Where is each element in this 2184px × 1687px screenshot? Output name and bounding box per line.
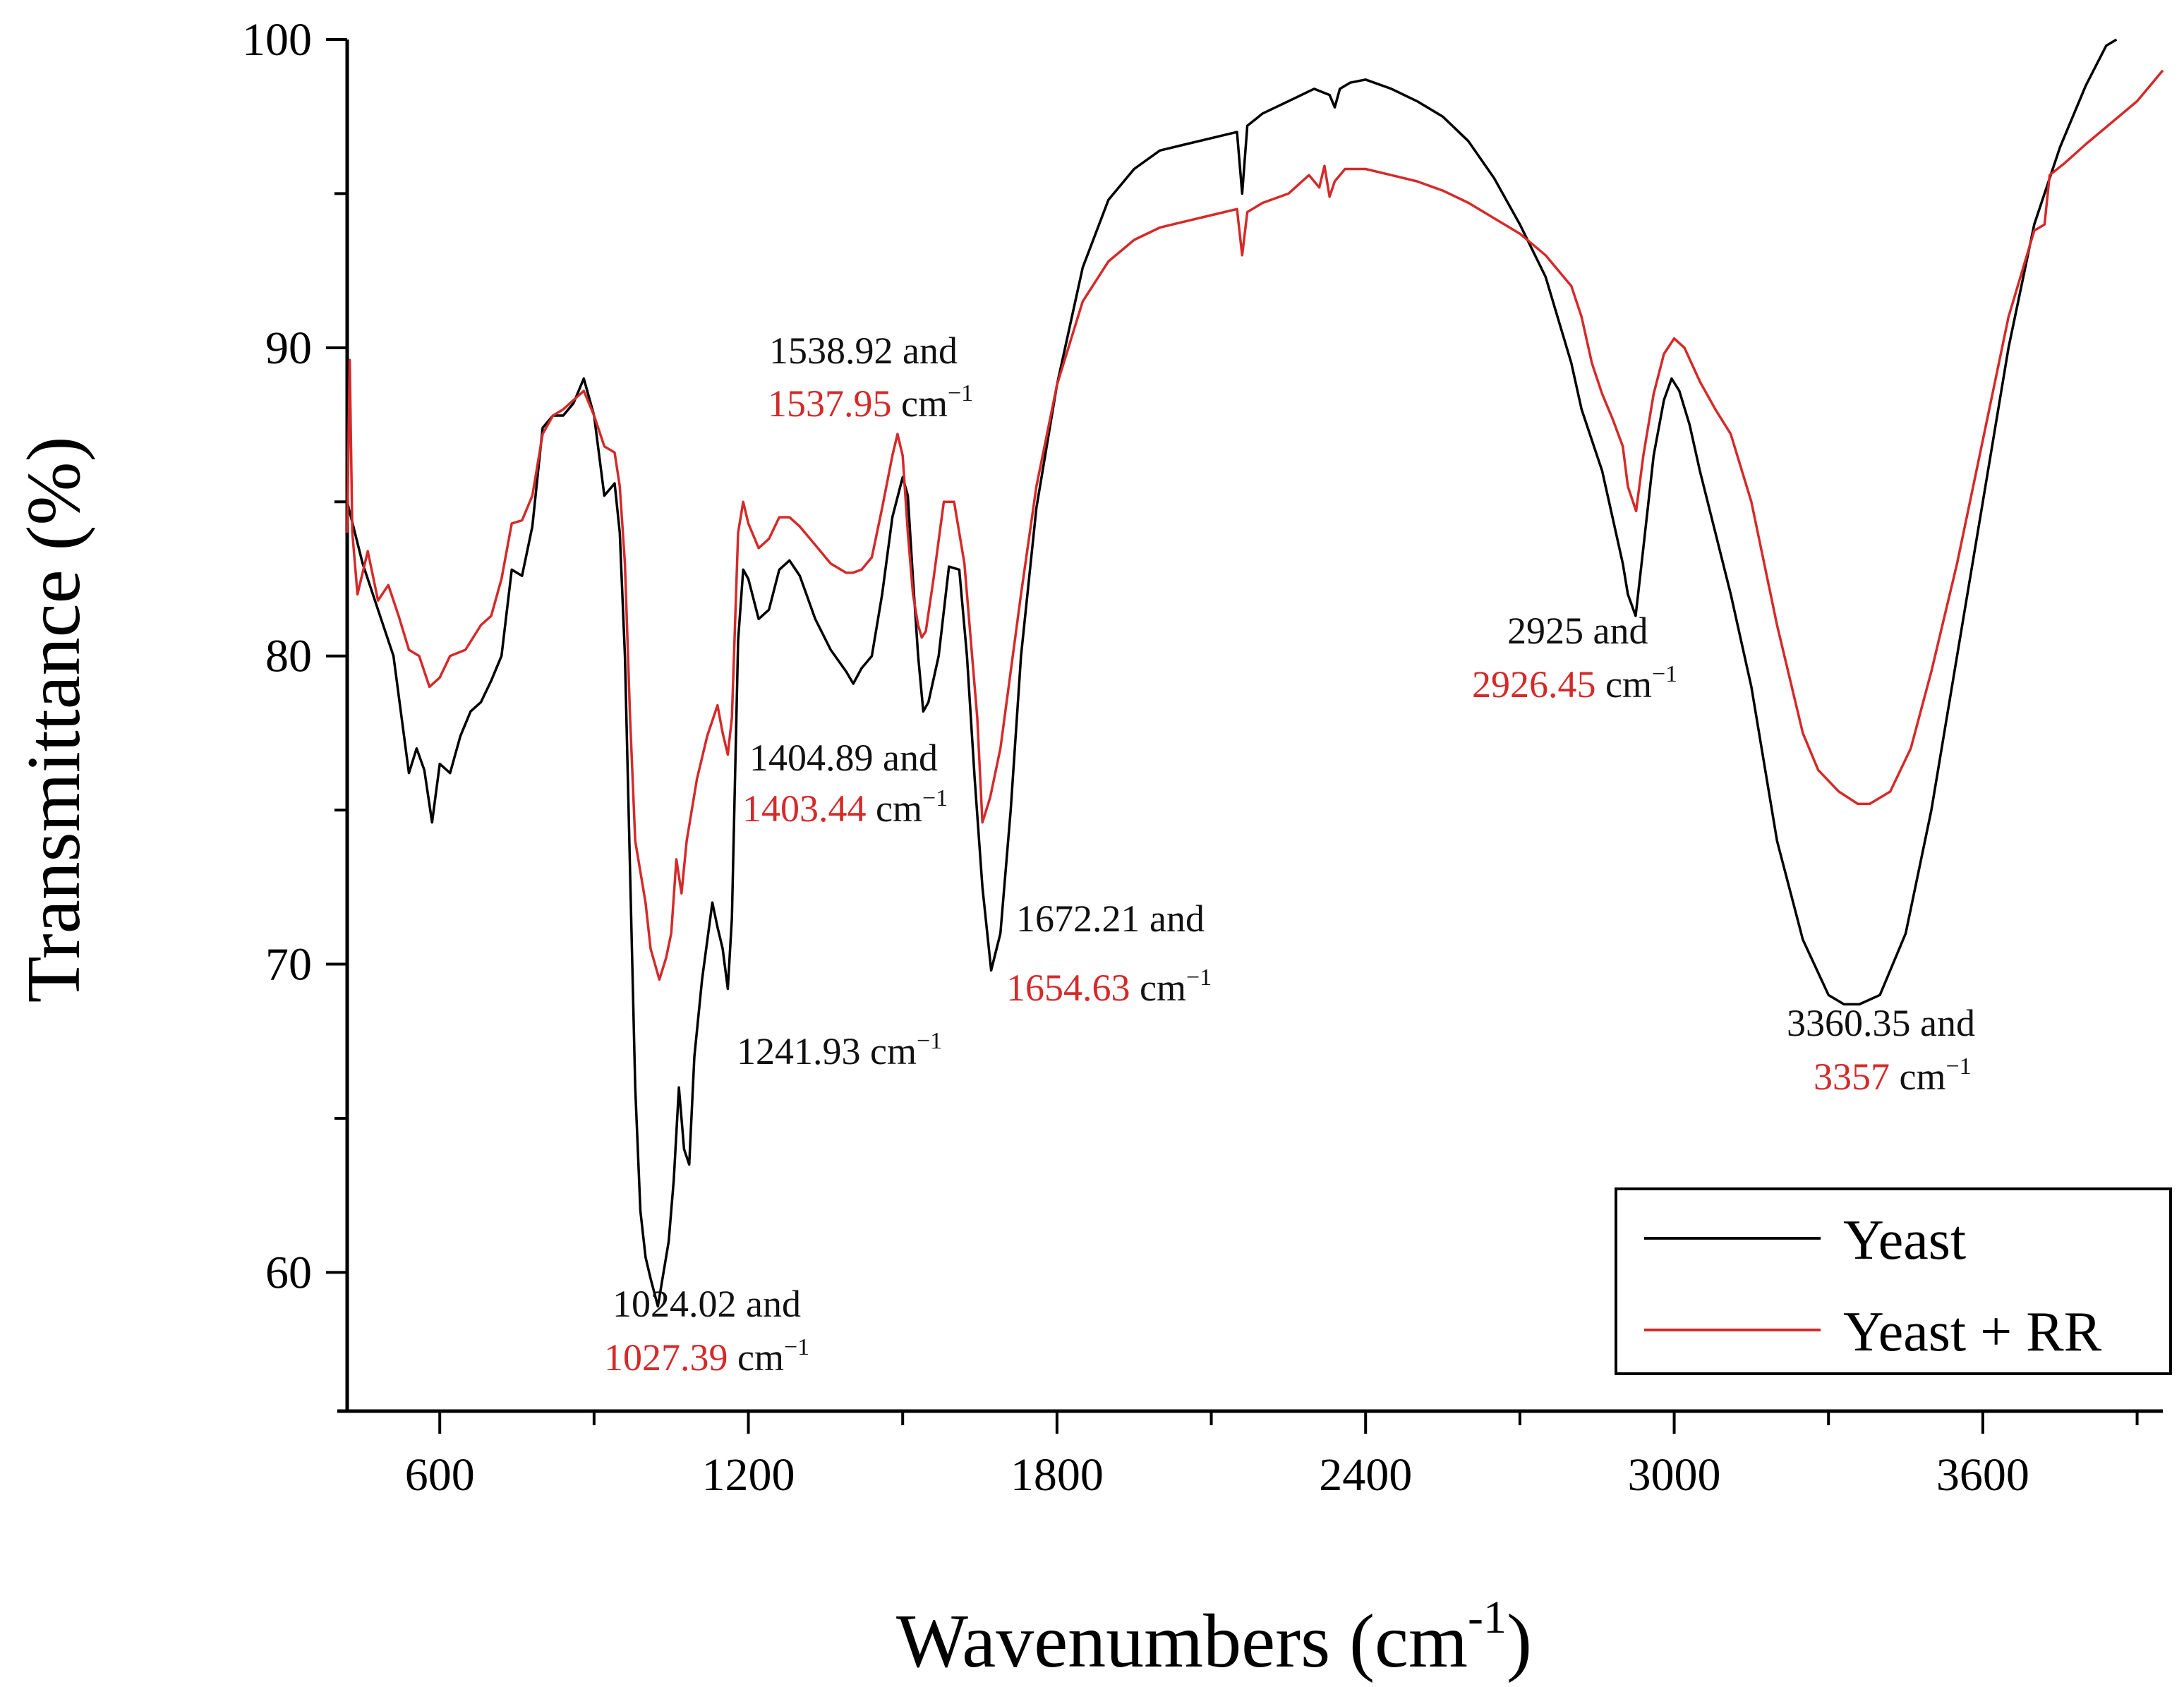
annotation-1404-line2: 1403.44 cm−1 bbox=[742, 785, 948, 830]
annotation-1538-unit: cm−1 bbox=[892, 380, 974, 425]
y-tick-label-80: 80 bbox=[265, 631, 312, 682]
annotation-1538-red: 1537.95 bbox=[768, 382, 892, 425]
annotation-1404: 1404.89 and 1403.44 cm−1 bbox=[742, 737, 948, 830]
annotation-2925: 2925 and 2926.45 cm−1 bbox=[1472, 610, 1677, 706]
annotation-1538-line2: 1537.95 cm−1 bbox=[768, 380, 973, 425]
annotation-1241: 1241.93 cm−1 bbox=[737, 1028, 942, 1072]
annotation-1024-line2: 1027.39 cm−1 bbox=[604, 1334, 809, 1379]
annotation-2925-red: 2926.45 bbox=[1472, 663, 1596, 706]
annotation-1404-unit: cm−1 bbox=[867, 785, 948, 830]
series-line-yeast-rr bbox=[346, 69, 2164, 981]
x-tick-label-1800: 1800 bbox=[1010, 1449, 1104, 1501]
annotation-2925-line1: 2925 and bbox=[1507, 610, 1648, 652]
annotation-1538: 1538.92 and 1537.95 cm−1 bbox=[768, 329, 973, 425]
annotation-1024: 1024.02 and 1027.39 cm−1 bbox=[604, 1283, 809, 1379]
y-tick-label-60: 60 bbox=[265, 1247, 312, 1298]
x-axis-title-main: Wavenumbers (cm bbox=[896, 1600, 1468, 1683]
legend-label-yeast-rr: Yeast + RR bbox=[1843, 1301, 2102, 1363]
annotation-3360-line2: 3357 cm−1 bbox=[1814, 1053, 1972, 1098]
annotation-2925-line2: 2926.45 cm−1 bbox=[1472, 661, 1677, 706]
legend-box bbox=[1615, 1187, 2172, 1375]
annotation-3360: 3360.35 and 3357 cm−1 bbox=[1787, 1002, 1975, 1098]
annotation-3360-line1: 3360.35 and bbox=[1787, 1002, 1975, 1044]
annotation-1241-line1: 1241.93 cm−1 bbox=[737, 1028, 942, 1072]
annotation-1672-unit: cm−1 bbox=[1130, 965, 1212, 1009]
x-tick-label-1200: 1200 bbox=[702, 1449, 795, 1501]
y-tick-label-70: 70 bbox=[265, 939, 312, 991]
x-ticks: 600 1200 1800 2400 3000 3600 bbox=[405, 1411, 2139, 1501]
x-tick-label-3000: 3000 bbox=[1628, 1449, 1721, 1501]
y-ticks: 60 70 80 90 100 bbox=[242, 14, 347, 1298]
y-tick-label-100: 100 bbox=[242, 14, 312, 66]
annotation-3360-unit: cm−1 bbox=[1890, 1053, 1972, 1098]
y-tick-label-90: 90 bbox=[265, 322, 312, 374]
annotation-1672-red: 1654.63 bbox=[1006, 967, 1130, 1009]
y-axis-title: Transmittance (%) bbox=[12, 437, 96, 1003]
annotation-3360-red: 3357 bbox=[1814, 1056, 1890, 1098]
legend-label-yeast: Yeast bbox=[1843, 1209, 1966, 1271]
annotation-2925-unit: cm−1 bbox=[1596, 661, 1678, 706]
annotation-1024-red: 1027.39 bbox=[604, 1336, 728, 1379]
annotation-1404-line1: 1404.89 and bbox=[749, 737, 938, 779]
annotation-1024-line1: 1024.02 and bbox=[613, 1283, 801, 1325]
x-axis-title: Wavenumbers (cm-1) bbox=[896, 1592, 1532, 1683]
axes bbox=[337, 40, 2163, 1413]
annotation-1672: 1672.21 and 1654.63 cm−1 bbox=[1006, 897, 1212, 1009]
annotation-1404-red: 1403.44 bbox=[742, 787, 867, 830]
x-tick-label-600: 600 bbox=[405, 1449, 475, 1501]
annotation-1672-line2: 1654.63 cm−1 bbox=[1006, 965, 1212, 1009]
annotation-1024-unit: cm−1 bbox=[728, 1334, 810, 1379]
x-axis-title-sup: -1 bbox=[1468, 1592, 1507, 1643]
annotation-1672-line1: 1672.21 and bbox=[1016, 897, 1205, 940]
annotation-1538-line1: 1538.92 and bbox=[769, 329, 958, 372]
x-tick-label-3600: 3600 bbox=[1936, 1449, 2029, 1501]
legend: Yeast Yeast + RR bbox=[1615, 1187, 2172, 1375]
x-axis-title-close: ) bbox=[1507, 1600, 1532, 1683]
x-tick-label-2400: 2400 bbox=[1319, 1449, 1412, 1501]
